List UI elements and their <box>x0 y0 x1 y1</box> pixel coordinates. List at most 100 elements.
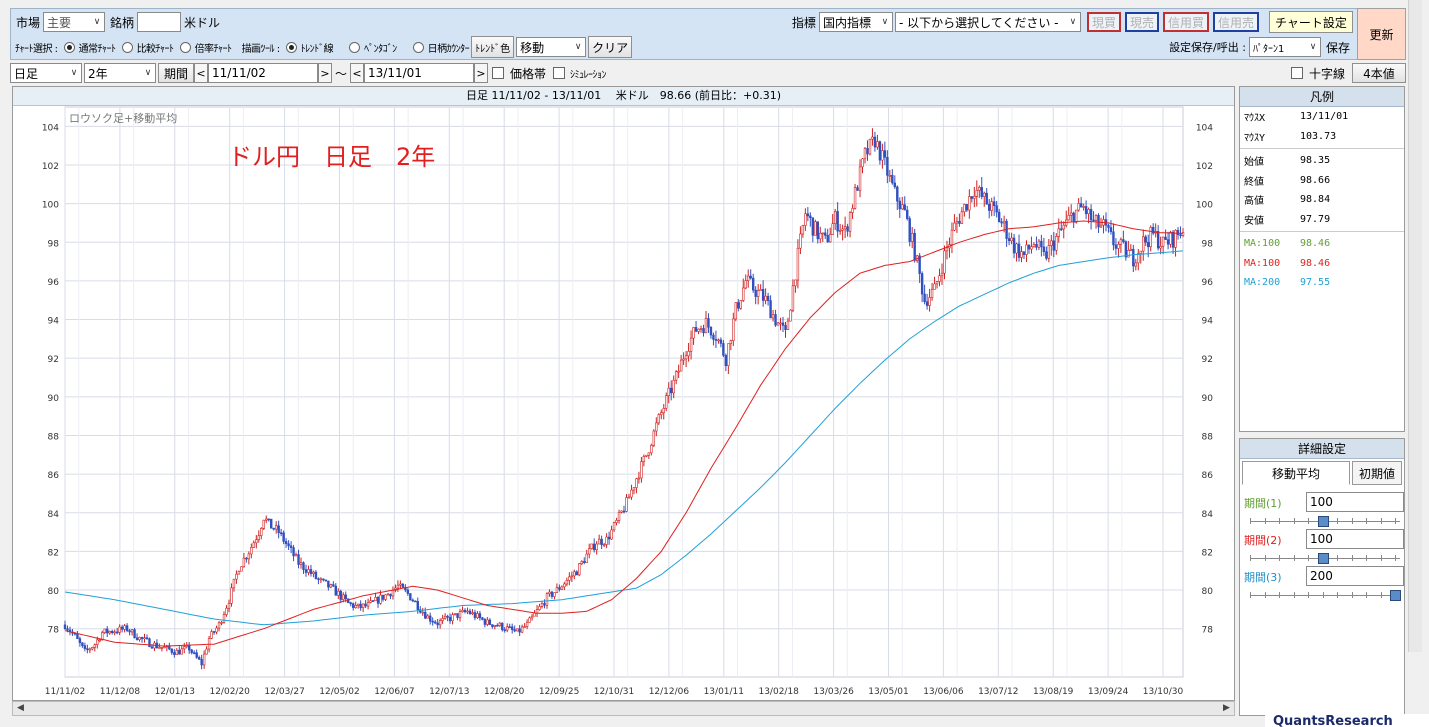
candle-body <box>612 522 616 531</box>
x-tick-label: 12/08/20 <box>484 687 525 697</box>
candle-body <box>160 647 164 649</box>
slider-thumb[interactable] <box>1390 590 1401 601</box>
pattern-select[interactable]: ﾊﾟﾀｰﾝ1 ∨ <box>1248 37 1321 57</box>
candle-body <box>935 281 939 285</box>
candle-body <box>120 626 124 630</box>
refresh-button[interactable]: 更新 <box>1357 8 1406 60</box>
candle-body <box>1082 206 1085 208</box>
candle-body <box>145 637 149 640</box>
from-next-button[interactable]: > <box>318 63 332 83</box>
indicator-select[interactable]: 国内指標 ∨ <box>818 12 893 32</box>
candle-body <box>1025 244 1028 255</box>
slider-thumb[interactable] <box>1317 516 1329 527</box>
draw-tool-radio-pentagon[interactable] <box>349 41 361 53</box>
slider-tick <box>1308 518 1309 524</box>
candle-body <box>86 648 89 650</box>
crosshair-label: 十字線 <box>1308 66 1345 81</box>
y-tick-label-right: 102 <box>1196 162 1213 172</box>
chart-type-radio-ratio[interactable] <box>179 41 191 53</box>
draw-tool-radio-counter[interactable] <box>412 41 424 53</box>
candle-body <box>533 612 536 617</box>
chart-type-radio-compare[interactable] <box>121 41 133 53</box>
vertical-scrollbar[interactable] <box>1408 0 1422 652</box>
tab-moving-average[interactable]: 移動平均 <box>1242 461 1350 485</box>
candle-body <box>1137 253 1140 264</box>
slider-thumb[interactable] <box>1317 553 1329 564</box>
span-value: 2年 <box>88 66 108 81</box>
candle-body <box>727 343 730 367</box>
clear-button[interactable]: クリア <box>588 36 633 58</box>
candle-body <box>250 547 253 555</box>
detail-tabs: 移動平均 初期値 <box>1242 461 1402 485</box>
from-prev-button[interactable]: < <box>194 63 208 83</box>
four-values-button[interactable]: 4本値 <box>1352 63 1406 83</box>
candle-body <box>535 609 539 614</box>
to-prev-button[interactable]: < <box>350 63 365 83</box>
trend-color-button[interactable]: ﾄﾚﾝﾄﾞ色 <box>471 36 515 58</box>
symbol-input[interactable] <box>137 12 182 32</box>
period-input-3[interactable]: 200 <box>1306 566 1404 586</box>
draw-tool-pentagon-label: ﾍﾟﾝﾀｺﾞﾝ <box>364 43 397 55</box>
candle-body <box>528 617 531 623</box>
legend-ma-value: 98.46 <box>1300 257 1331 269</box>
candle-body <box>729 340 733 344</box>
candle-body <box>1117 244 1120 249</box>
chart-settings-button[interactable]: チャート設定 <box>1269 11 1353 33</box>
candle-body <box>950 229 954 245</box>
chart-type-radio-normal[interactable] <box>63 41 75 53</box>
y-tick-label-left: 86 <box>48 471 60 481</box>
legend-ma-value: 98.46 <box>1300 238 1331 250</box>
simulation-label: ｼﾐｭﾚｰｼｮﾝ <box>570 69 607 81</box>
candle-body <box>1149 227 1152 248</box>
from-date-input[interactable]: 11/11/02 <box>208 63 318 83</box>
candle-body <box>670 387 673 394</box>
scroll-right-icon[interactable]: ▶ <box>1223 703 1230 713</box>
sell-margin-button[interactable]: 信用売 <box>1212 12 1259 32</box>
candle-body <box>262 519 265 529</box>
price-band-checkbox[interactable] <box>492 67 505 79</box>
chart-type-ratio-label: 倍率ﾁｬｰﾄ <box>194 43 233 55</box>
candle-body <box>665 395 668 409</box>
candle-body <box>369 600 372 603</box>
chart-type-compare-label: 比較ﾁｬｰﾄ <box>136 43 175 55</box>
legend-info-value: 98.35 <box>1300 155 1331 167</box>
buy-spot-button[interactable]: 現買 <box>1086 12 1121 32</box>
period-button[interactable]: 期間 <box>158 63 194 83</box>
indicator-detail-select[interactable]: - 以下から選択してください - ∨ <box>894 12 1081 32</box>
move-select[interactable]: 移動 ∨ <box>516 37 587 57</box>
scroll-left-icon[interactable]: ◀ <box>17 703 24 713</box>
sell-spot-button[interactable]: 現売 <box>1124 12 1159 32</box>
horizontal-scrollbar[interactable]: ◀ ▶ <box>12 701 1235 716</box>
period-slider-1[interactable] <box>1250 516 1400 527</box>
candle-body <box>732 318 735 341</box>
market-select[interactable]: 主要 ∨ <box>43 12 106 32</box>
candle-body <box>560 586 564 590</box>
candle-body <box>525 622 529 627</box>
period-input-1[interactable]: 100 <box>1306 492 1404 512</box>
period-label-1: 期間(1) <box>1244 497 1282 510</box>
to-next-button[interactable]: > <box>474 63 489 83</box>
candle-body <box>274 525 278 530</box>
ma200-line <box>64 250 1184 626</box>
period-slider-3[interactable] <box>1250 590 1401 601</box>
candle-body <box>826 235 829 243</box>
to-date-input[interactable]: 13/11/01 <box>364 63 475 83</box>
simulation-checkbox[interactable] <box>553 67 566 79</box>
period-input-2[interactable]: 100 <box>1306 529 1404 549</box>
crosshair-checkbox[interactable] <box>1290 67 1303 79</box>
span-select[interactable]: 2年 ∨ <box>84 63 156 83</box>
initial-values-button[interactable]: 初期値 <box>1352 461 1402 485</box>
candle-body <box>960 211 964 224</box>
candle-body <box>975 189 978 197</box>
save-button[interactable]: 保存 <box>1325 40 1350 55</box>
candle-body <box>632 487 636 491</box>
buy-margin-button[interactable]: 信用買 <box>1162 12 1209 32</box>
draw-tool-radio-trend[interactable] <box>285 41 297 53</box>
interval-select[interactable]: 日足 ∨ <box>10 63 82 83</box>
candle-body <box>1144 236 1147 243</box>
period-slider-2[interactable] <box>1250 553 1400 564</box>
candle-body <box>1097 214 1100 228</box>
candlestick-chart[interactable]: 78 78 80 80 82 82 84 84 86 86 88 88 90 90 92 92 94 94 96 96… <box>13 87 1236 702</box>
chart-panel[interactable]: 日足 11/11/02 - 13/11/01 米ドル 98.66 (前日比：+0… <box>12 86 1235 701</box>
candle-body <box>128 630 131 633</box>
